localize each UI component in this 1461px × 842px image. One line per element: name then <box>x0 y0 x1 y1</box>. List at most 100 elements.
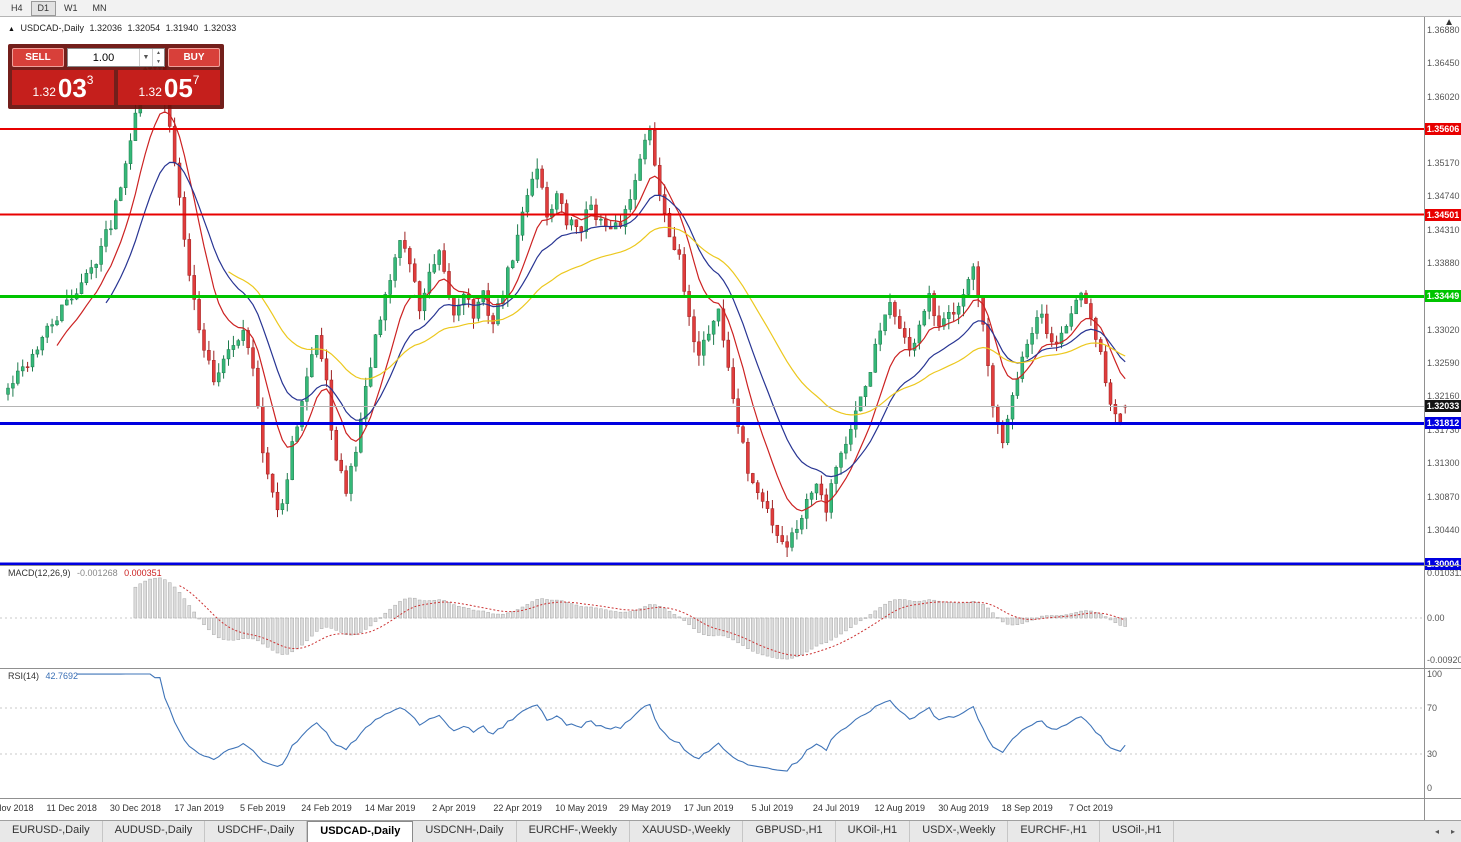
chart-tab-usdcad-daily[interactable]: USDCAD-,Daily <box>307 821 414 842</box>
tab-scroll-right-icon[interactable]: ▸ <box>1450 827 1455 836</box>
chart-tab-eurchf-weekly[interactable]: EURCHF-,Weekly <box>517 821 630 842</box>
chart-tab-usdx-weekly[interactable]: USDX-,Weekly <box>910 821 1009 842</box>
buy-price-prefix: 1.32 <box>138 84 162 99</box>
rsi-name: RSI(14) <box>8 671 40 681</box>
x-axis-label: 11 Dec 2018 <box>46 803 97 813</box>
macd-main-value: -0.001268 <box>77 568 118 578</box>
timeframe-button-w1[interactable]: W1 <box>64 2 78 13</box>
chart-tab-usoil-h1[interactable]: USOil-,H1 <box>1100 821 1175 842</box>
timeframe-button-mn[interactable]: MN <box>92 2 107 13</box>
rsi-value: 42.7692 <box>45 671 79 681</box>
x-axis-label: 24 Feb 2019 <box>301 803 352 813</box>
buy-price-display[interactable]: 1.32 05 7 <box>118 70 220 105</box>
ohlc-high: 1.32054 <box>127 23 161 33</box>
macd-pane[interactable] <box>0 565 1424 668</box>
scale-scroll-up-icon: ▲ <box>1444 17 1454 28</box>
sell-button[interactable]: SELL <box>12 48 64 67</box>
sell-price-big: 03 <box>57 72 87 103</box>
rsi-scale-label: 70 <box>1427 703 1438 713</box>
price-badge: 1.30004 <box>1425 557 1461 570</box>
chart-title-arrow-icon: ▲ <box>8 26 15 33</box>
volume-spinner: ▲ ▼ <box>152 49 164 66</box>
chart-tab-bar: EURUSD-,Daily AUDUSD-,Daily USDCHF-,Daily U… <box>0 820 1461 842</box>
price-badge: 1.33449 <box>1425 290 1461 303</box>
main-price-pane[interactable] <box>0 17 1424 565</box>
macd-signal-value: 0.000351 <box>124 568 162 578</box>
price-badge: 1.34501 <box>1425 208 1461 221</box>
chart-tab-gbpusd-h1[interactable]: GBPUSD-,H1 <box>743 821 836 842</box>
ohlc-open: 1.32036 <box>89 23 123 33</box>
x-axis-label: 5 Jul 2019 <box>751 803 794 813</box>
sell-price-prefix: 1.32 <box>32 84 56 99</box>
price-scale[interactable]: ▲ 1.36880 1.36450 1.36020 1.35170 1.34740 1.3… <box>1424 17 1461 820</box>
volume-dropdown-icon[interactable]: ▼ <box>139 49 152 66</box>
timeframe-toolbar: H4 D1 W1 MN <box>0 0 1461 17</box>
volume-up-icon[interactable]: ▲ <box>156 50 161 56</box>
price-scale-tick: 1.33020 <box>1427 324 1460 335</box>
pane-separator[interactable] <box>0 565 1461 566</box>
pane-separator[interactable] <box>0 668 1461 669</box>
price-scale-tick: 1.32160 <box>1427 391 1460 402</box>
x-axis-label: 30 Dec 2018 <box>109 803 161 813</box>
price-badge: 1.35606 <box>1425 122 1461 135</box>
x-axis-label: 2 Apr 2019 <box>432 803 476 813</box>
x-axis-label: 10 May 2019 <box>555 803 608 813</box>
price-badge: 1.32033 <box>1425 400 1461 413</box>
one-click-trading-panel: SELL ▼ ▲ ▼ BUY 1.32 03 3 1.32 05 7 <box>8 44 224 109</box>
volume-input[interactable] <box>68 49 139 66</box>
macd-scale-label: -0.0092011 <box>1427 655 1461 665</box>
x-axis-label: 22 Apr 2019 <box>493 803 542 813</box>
rsi-scale-label: 30 <box>1427 749 1438 759</box>
macd-scale-label: 0.00 <box>1427 613 1445 623</box>
tab-bar-spacer <box>1174 821 1429 842</box>
buy-price-big: 05 <box>163 72 193 103</box>
x-axis-label: 24 Jul 2019 <box>812 803 860 813</box>
rsi-scale-label: 100 <box>1427 669 1443 679</box>
sell-price-display[interactable]: 1.32 03 3 <box>12 70 114 105</box>
x-axis-label: 22 Nov 2018 <box>0 803 34 813</box>
rsi-pane[interactable] <box>0 668 1424 798</box>
price-scale-tick: 1.30870 <box>1427 491 1460 502</box>
chart-tab-eurchf-h1[interactable]: EURCHF-,H1 <box>1008 821 1100 842</box>
timeframe-button-h4[interactable]: H4 <box>11 2 23 13</box>
ohlc-close: 1.32033 <box>203 23 237 33</box>
x-axis-label: 17 Jun 2019 <box>683 803 734 813</box>
timeframe-button-d1[interactable]: D1 <box>30 0 57 16</box>
x-axis-label: 12 Aug 2019 <box>874 803 926 813</box>
price-scale-tick: 1.36450 <box>1427 58 1460 69</box>
x-axis-label: 30 Aug 2019 <box>938 803 989 813</box>
buy-price-sup: 7 <box>192 72 200 87</box>
price-scale-tick: 1.33880 <box>1427 257 1460 268</box>
x-axis-label: 5 Feb 2019 <box>240 803 286 813</box>
chart-tab-ukoil-h1[interactable]: UKOil-,H1 <box>836 821 911 842</box>
volume-control: ▼ ▲ ▼ <box>67 48 165 67</box>
chart-tab-usdchf-daily[interactable]: USDCHF-,Daily <box>205 821 308 842</box>
chart-symbol-label: USDCAD-,Daily <box>20 23 84 33</box>
price-scale-tick: 1.32590 <box>1427 358 1460 369</box>
sell-price-sup: 3 <box>86 72 94 87</box>
price-scale-tick: 1.36020 <box>1427 91 1460 102</box>
chart-tab-eurusd-daily[interactable]: EURUSD-,Daily <box>0 821 103 842</box>
x-axis-label: 29 May 2019 <box>618 803 672 813</box>
x-axis-label: 14 Mar 2019 <box>364 803 416 813</box>
chart-tab-audusd-daily[interactable]: AUDUSD-,Daily <box>103 821 206 842</box>
macd-name: MACD(12,26,9) <box>8 568 71 578</box>
chart-title: ▲ USDCAD-,Daily 1.32036 1.32054 1.31940 … <box>8 23 239 33</box>
chart-window: 22 Nov 2018 11 Dec 2018 30 Dec 2018 17 Jan … <box>0 17 1461 820</box>
chart-tab-xauusd-weekly[interactable]: XAUUSD-,Weekly <box>630 821 744 842</box>
price-scale-tick: 1.34310 <box>1427 224 1460 235</box>
chart-tab-usdcnh-daily[interactable]: USDCNH-,Daily <box>413 821 517 842</box>
price-scale-tick: 1.34740 <box>1427 191 1460 202</box>
x-axis-label: 7 Oct 2019 <box>1068 803 1113 813</box>
x-axis-label: 17 Jan 2019 <box>174 803 224 813</box>
volume-down-icon[interactable]: ▼ <box>156 58 161 65</box>
price-badge: 1.31812 <box>1425 417 1461 430</box>
price-scale-tick: 1.31730 <box>1427 424 1460 435</box>
price-scale-tick: 1.35170 <box>1427 157 1460 168</box>
tab-scroll-left-icon[interactable]: ◂ <box>1434 827 1439 836</box>
macd-scale-label: 0.0103111 <box>1427 568 1461 578</box>
ohlc-low: 1.31940 <box>165 23 199 33</box>
x-axis-label: 18 Sep 2019 <box>1001 803 1053 813</box>
buy-button[interactable]: BUY <box>168 48 220 67</box>
date-axis: 22 Nov 2018 11 Dec 2018 30 Dec 2018 17 Jan … <box>0 798 1424 820</box>
